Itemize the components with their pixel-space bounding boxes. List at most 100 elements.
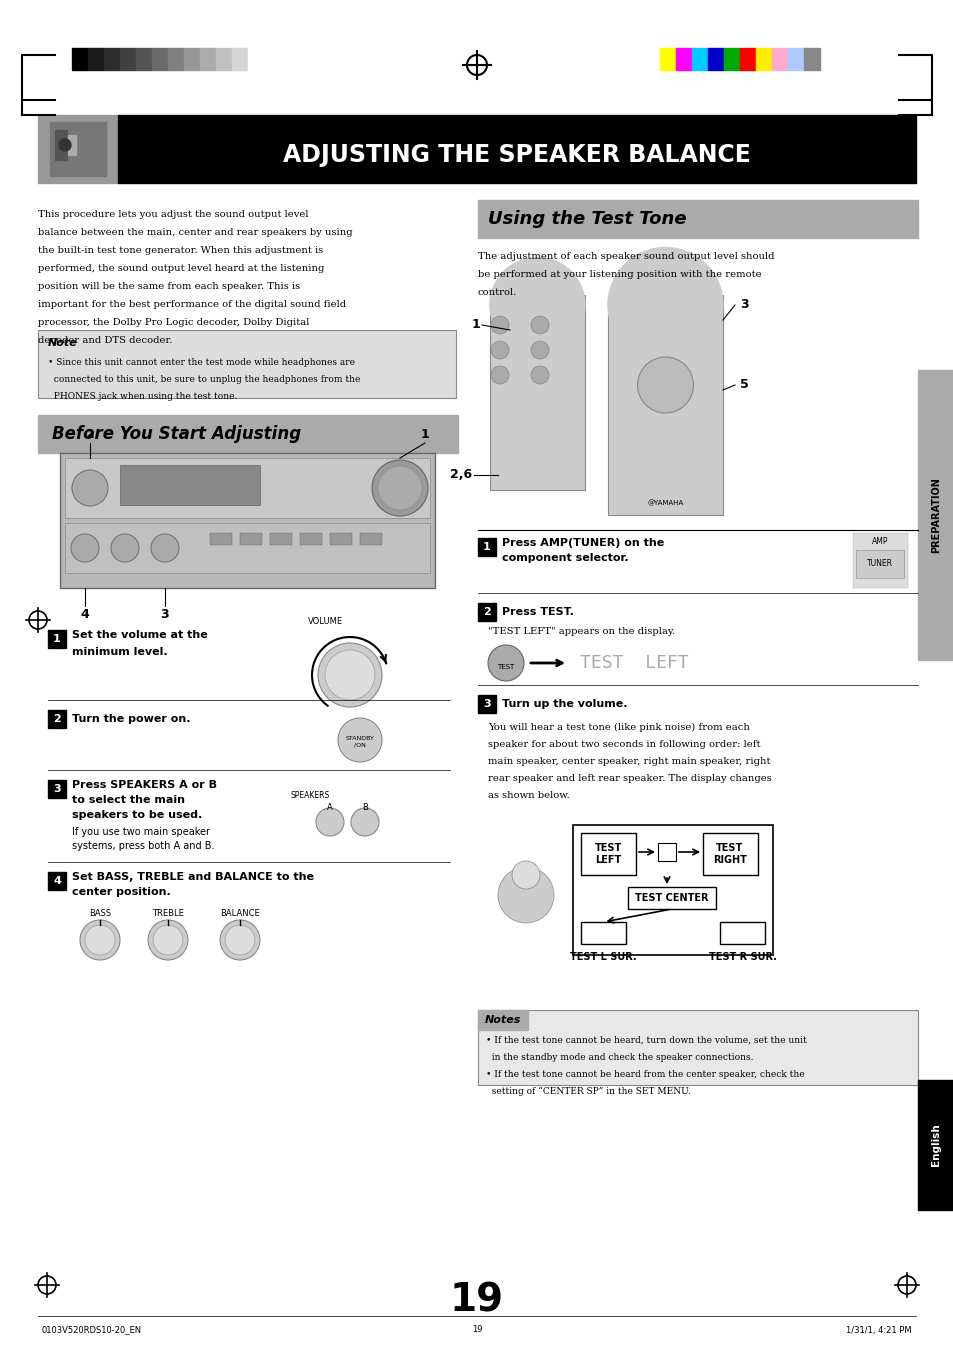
Text: 19: 19 xyxy=(450,1281,503,1319)
Bar xyxy=(627,888,716,909)
Text: main speaker, center speaker, right main speaker, right: main speaker, center speaker, right main… xyxy=(488,757,770,766)
Circle shape xyxy=(315,808,344,836)
Bar xyxy=(120,49,136,70)
Circle shape xyxy=(317,643,381,707)
Bar xyxy=(48,780,66,798)
Text: 4: 4 xyxy=(81,608,90,621)
Bar xyxy=(477,694,496,713)
Text: PHONES jack when using the test tone.: PHONES jack when using the test tone. xyxy=(48,392,237,401)
Text: • If the test tone cannot be heard from the center speaker, check the: • If the test tone cannot be heard from … xyxy=(485,1070,803,1079)
Circle shape xyxy=(151,534,179,562)
Circle shape xyxy=(372,459,428,516)
Text: TEST: TEST xyxy=(497,663,514,670)
Circle shape xyxy=(488,644,523,681)
Bar xyxy=(232,49,248,70)
Bar xyxy=(580,921,625,944)
Bar xyxy=(184,49,200,70)
Text: 5: 5 xyxy=(740,378,748,392)
Text: TEST CENTER: TEST CENTER xyxy=(635,893,708,902)
Bar xyxy=(50,122,106,176)
Text: B: B xyxy=(362,804,368,812)
Bar xyxy=(676,49,691,70)
Bar xyxy=(118,115,915,182)
Text: Set the volume at the: Set the volume at the xyxy=(71,630,208,640)
Text: 2,6: 2,6 xyxy=(450,469,472,481)
Bar xyxy=(720,921,764,944)
Text: minimum level.: minimum level. xyxy=(71,647,168,657)
Text: 1: 1 xyxy=(420,428,429,440)
Text: 0103V520RDS10-20_EN: 0103V520RDS10-20_EN xyxy=(42,1325,142,1335)
Circle shape xyxy=(351,808,378,836)
Circle shape xyxy=(71,534,99,562)
Circle shape xyxy=(637,357,693,413)
Text: to select the main: to select the main xyxy=(71,794,185,805)
Bar xyxy=(60,453,435,588)
Circle shape xyxy=(337,717,381,762)
Text: VOLUME: VOLUME xyxy=(308,617,343,627)
Circle shape xyxy=(531,316,548,334)
Circle shape xyxy=(607,247,722,362)
Circle shape xyxy=(59,139,71,151)
Circle shape xyxy=(377,466,421,509)
Bar xyxy=(38,330,456,399)
Bar xyxy=(240,534,262,544)
Bar xyxy=(573,825,772,955)
Text: Turn up the volume.: Turn up the volume. xyxy=(501,698,627,709)
Circle shape xyxy=(497,867,554,923)
Text: the built-in test tone generator. When this adjustment is: the built-in test tone generator. When t… xyxy=(38,246,323,255)
Text: setting of “CENTER SP” in the SET MENU.: setting of “CENTER SP” in the SET MENU. xyxy=(485,1088,690,1096)
Bar xyxy=(917,370,953,661)
Text: Turn the power on.: Turn the power on. xyxy=(71,713,191,724)
Circle shape xyxy=(491,340,509,359)
Text: rear speaker and left rear speaker. The display changes: rear speaker and left rear speaker. The … xyxy=(488,774,771,784)
Text: Before You Start Adjusting: Before You Start Adjusting xyxy=(52,426,301,443)
Circle shape xyxy=(111,534,139,562)
Bar xyxy=(477,1011,917,1085)
Text: PREPARATION: PREPARATION xyxy=(930,477,940,553)
Bar xyxy=(755,49,771,70)
Text: 4: 4 xyxy=(53,875,61,886)
Text: 1: 1 xyxy=(482,542,491,553)
Circle shape xyxy=(325,650,375,700)
Text: A: A xyxy=(327,804,333,812)
Bar xyxy=(607,295,722,515)
Text: 3: 3 xyxy=(53,784,61,794)
Bar xyxy=(580,834,636,875)
Bar xyxy=(136,49,152,70)
Text: BALANCE: BALANCE xyxy=(220,909,259,919)
Bar xyxy=(168,49,184,70)
Bar xyxy=(723,49,740,70)
Text: decoder and DTS decoder.: decoder and DTS decoder. xyxy=(38,336,172,345)
Bar xyxy=(740,49,755,70)
Text: 1: 1 xyxy=(471,319,479,331)
Text: ADJUSTING THE SPEAKER BALANCE: ADJUSTING THE SPEAKER BALANCE xyxy=(283,143,750,168)
Bar xyxy=(120,465,260,505)
Circle shape xyxy=(71,470,108,507)
Text: 3: 3 xyxy=(160,608,169,621)
Text: /ON: /ON xyxy=(354,743,366,747)
Bar xyxy=(248,49,264,70)
Bar xyxy=(691,49,707,70)
Bar xyxy=(152,49,168,70)
Bar xyxy=(299,534,322,544)
Text: Notes: Notes xyxy=(484,1015,520,1025)
Bar xyxy=(477,538,496,557)
Bar xyxy=(490,295,584,490)
Text: SPEAKERS: SPEAKERS xyxy=(290,790,330,800)
Text: English: English xyxy=(930,1124,940,1166)
Text: TREBLE: TREBLE xyxy=(152,909,184,919)
Text: Note: Note xyxy=(48,338,77,349)
Bar xyxy=(658,843,676,861)
Bar xyxy=(104,49,120,70)
Circle shape xyxy=(490,258,584,353)
Bar xyxy=(659,49,676,70)
Text: be performed at your listening position with the remote: be performed at your listening position … xyxy=(477,270,760,280)
Circle shape xyxy=(531,340,548,359)
Text: Set BASS, TREBLE and BALANCE to the: Set BASS, TREBLE and BALANCE to the xyxy=(71,871,314,882)
Circle shape xyxy=(491,366,509,384)
Bar xyxy=(330,534,352,544)
Circle shape xyxy=(491,316,509,334)
Circle shape xyxy=(148,920,188,961)
Text: 1/31/1, 4:21 PM: 1/31/1, 4:21 PM xyxy=(845,1325,911,1335)
Text: TEST  LEFT: TEST LEFT xyxy=(579,654,688,671)
